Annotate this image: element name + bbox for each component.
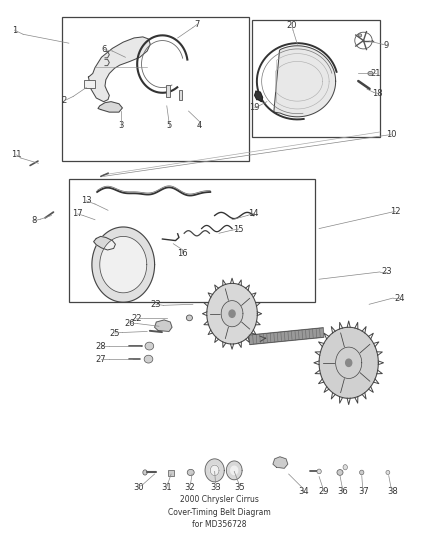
Text: 7: 7 (194, 20, 200, 29)
Text: 15: 15 (233, 224, 244, 233)
Ellipse shape (343, 465, 347, 470)
Polygon shape (319, 327, 378, 398)
Bar (62, 17, 250, 160)
Polygon shape (155, 320, 172, 332)
Text: 26: 26 (124, 319, 135, 328)
Text: 28: 28 (95, 342, 106, 351)
Text: 23: 23 (381, 268, 392, 277)
Text: 31: 31 (162, 482, 172, 491)
Text: 30: 30 (133, 482, 144, 491)
Text: 34: 34 (299, 487, 309, 496)
Text: 4: 4 (197, 121, 202, 130)
Text: 17: 17 (72, 209, 83, 219)
Text: 20: 20 (287, 21, 297, 30)
Polygon shape (274, 46, 336, 117)
Text: 36: 36 (338, 487, 348, 496)
Text: 14: 14 (249, 209, 259, 218)
Text: 33: 33 (210, 482, 221, 491)
Polygon shape (88, 37, 150, 102)
Polygon shape (98, 102, 122, 112)
Ellipse shape (368, 71, 373, 76)
Text: 11: 11 (11, 150, 22, 159)
Text: 10: 10 (386, 130, 396, 139)
Text: 13: 13 (81, 196, 92, 205)
Text: 8: 8 (32, 216, 37, 225)
Ellipse shape (364, 355, 373, 370)
Text: 16: 16 (177, 248, 187, 257)
Ellipse shape (144, 355, 153, 363)
Text: 1: 1 (12, 26, 17, 35)
Ellipse shape (358, 34, 362, 37)
Ellipse shape (187, 470, 194, 475)
Ellipse shape (186, 315, 192, 321)
Text: 2000 Chrysler Cirrus
Cover-Timing Belt Diagram
for MD356728: 2000 Chrysler Cirrus Cover-Timing Belt D… (168, 495, 270, 529)
Text: 22: 22 (131, 314, 141, 324)
Text: 24: 24 (394, 294, 405, 303)
Circle shape (346, 359, 352, 367)
Circle shape (229, 310, 235, 317)
Text: 18: 18 (373, 89, 383, 98)
Text: 388: 388 (85, 81, 94, 86)
Ellipse shape (360, 470, 364, 475)
Polygon shape (249, 328, 324, 344)
Ellipse shape (145, 342, 154, 350)
Text: 38: 38 (387, 487, 398, 496)
Polygon shape (254, 91, 262, 102)
Ellipse shape (143, 470, 147, 475)
Text: 9: 9 (384, 41, 389, 50)
Text: 21: 21 (371, 69, 381, 78)
FancyBboxPatch shape (84, 80, 95, 87)
Text: 19: 19 (249, 103, 260, 112)
Text: 32: 32 (184, 482, 195, 491)
Polygon shape (210, 465, 219, 475)
Bar (69, 179, 315, 302)
Text: 23: 23 (151, 300, 161, 309)
Polygon shape (221, 301, 243, 327)
Polygon shape (100, 237, 147, 293)
Polygon shape (92, 227, 155, 302)
Bar (166, 85, 170, 97)
Polygon shape (205, 459, 224, 482)
Text: 37: 37 (358, 487, 369, 496)
Text: 3: 3 (118, 121, 124, 130)
Polygon shape (207, 284, 257, 344)
Text: 12: 12 (390, 207, 400, 216)
Ellipse shape (360, 349, 377, 377)
Bar (179, 90, 183, 100)
Text: 35: 35 (235, 482, 245, 491)
Text: 5: 5 (166, 121, 172, 130)
Text: 2: 2 (62, 96, 67, 105)
Polygon shape (273, 457, 288, 469)
Bar (252, 20, 380, 137)
Polygon shape (226, 461, 242, 480)
Polygon shape (231, 466, 238, 474)
Ellipse shape (337, 470, 343, 475)
Text: 6: 6 (101, 45, 106, 54)
Polygon shape (94, 237, 116, 250)
Ellipse shape (386, 470, 390, 474)
Bar (168, 470, 174, 475)
Text: 25: 25 (110, 328, 120, 337)
Ellipse shape (317, 469, 321, 474)
Text: 27: 27 (95, 354, 106, 364)
Text: 29: 29 (318, 487, 328, 496)
Polygon shape (336, 347, 362, 378)
